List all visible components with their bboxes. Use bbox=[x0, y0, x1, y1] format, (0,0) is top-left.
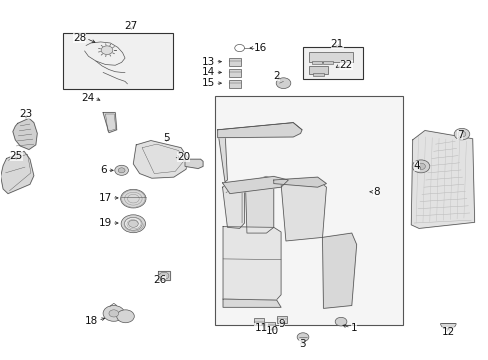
Text: 7: 7 bbox=[456, 130, 463, 140]
Circle shape bbox=[103, 306, 124, 321]
Bar bbox=[254, 318, 264, 325]
Text: 21: 21 bbox=[330, 39, 343, 49]
Bar bbox=[228, 58, 240, 66]
Polygon shape bbox=[103, 113, 117, 133]
Text: 20: 20 bbox=[177, 152, 190, 162]
Polygon shape bbox=[322, 233, 356, 309]
Text: 10: 10 bbox=[265, 326, 278, 336]
Polygon shape bbox=[217, 123, 302, 138]
Text: 25: 25 bbox=[10, 150, 23, 161]
Polygon shape bbox=[222, 182, 244, 228]
Text: 6: 6 bbox=[100, 165, 107, 175]
Text: 2: 2 bbox=[272, 71, 279, 81]
Bar bbox=[228, 69, 240, 77]
Circle shape bbox=[117, 310, 134, 323]
Bar bbox=[228, 80, 240, 88]
Circle shape bbox=[159, 272, 168, 279]
Circle shape bbox=[453, 129, 469, 140]
Polygon shape bbox=[223, 226, 281, 300]
Bar bbox=[312, 73, 324, 76]
Bar bbox=[63, 33, 172, 89]
Text: 19: 19 bbox=[99, 218, 112, 228]
Text: 15: 15 bbox=[202, 78, 215, 88]
Text: 5: 5 bbox=[163, 133, 169, 143]
Text: 3: 3 bbox=[298, 339, 305, 349]
Polygon shape bbox=[410, 131, 474, 228]
Polygon shape bbox=[217, 130, 227, 182]
Text: 27: 27 bbox=[124, 21, 138, 31]
Circle shape bbox=[416, 163, 425, 170]
Wedge shape bbox=[440, 323, 455, 329]
Text: 9: 9 bbox=[278, 319, 285, 329]
Text: 16: 16 bbox=[254, 43, 267, 53]
Text: 12: 12 bbox=[441, 327, 454, 337]
Polygon shape bbox=[13, 118, 37, 149]
Text: 8: 8 bbox=[372, 187, 379, 197]
Circle shape bbox=[121, 189, 146, 208]
Bar bbox=[308, 51, 352, 62]
Bar bbox=[215, 96, 402, 325]
Polygon shape bbox=[158, 271, 170, 280]
Text: 22: 22 bbox=[339, 60, 352, 70]
Text: 23: 23 bbox=[20, 109, 33, 119]
Text: 24: 24 bbox=[81, 93, 94, 103]
Polygon shape bbox=[133, 140, 188, 178]
Circle shape bbox=[121, 215, 145, 233]
Bar bbox=[309, 66, 327, 74]
Circle shape bbox=[115, 165, 128, 175]
Bar bbox=[323, 61, 332, 64]
Bar bbox=[277, 316, 286, 323]
Polygon shape bbox=[222, 176, 288, 194]
Text: 28: 28 bbox=[73, 33, 86, 43]
Polygon shape bbox=[273, 177, 326, 187]
Text: 11: 11 bbox=[254, 323, 267, 333]
Circle shape bbox=[101, 46, 113, 54]
Circle shape bbox=[128, 220, 138, 227]
Bar bbox=[303, 47, 362, 79]
Circle shape bbox=[334, 318, 346, 326]
Circle shape bbox=[109, 310, 119, 317]
Polygon shape bbox=[281, 180, 326, 241]
Circle shape bbox=[297, 333, 308, 341]
Text: 1: 1 bbox=[350, 323, 357, 333]
Text: 18: 18 bbox=[85, 316, 98, 325]
Polygon shape bbox=[184, 159, 203, 168]
Bar bbox=[264, 321, 274, 329]
Circle shape bbox=[457, 131, 465, 137]
Bar bbox=[311, 61, 321, 64]
Polygon shape bbox=[0, 151, 34, 194]
Text: 13: 13 bbox=[202, 57, 215, 67]
Text: 26: 26 bbox=[153, 275, 166, 285]
Text: 14: 14 bbox=[202, 67, 215, 77]
Text: 4: 4 bbox=[413, 161, 420, 171]
Text: 17: 17 bbox=[99, 193, 112, 203]
Circle shape bbox=[118, 168, 125, 173]
Circle shape bbox=[411, 160, 429, 173]
Polygon shape bbox=[223, 299, 281, 307]
Circle shape bbox=[124, 217, 142, 230]
Polygon shape bbox=[245, 176, 273, 233]
Circle shape bbox=[276, 78, 290, 89]
